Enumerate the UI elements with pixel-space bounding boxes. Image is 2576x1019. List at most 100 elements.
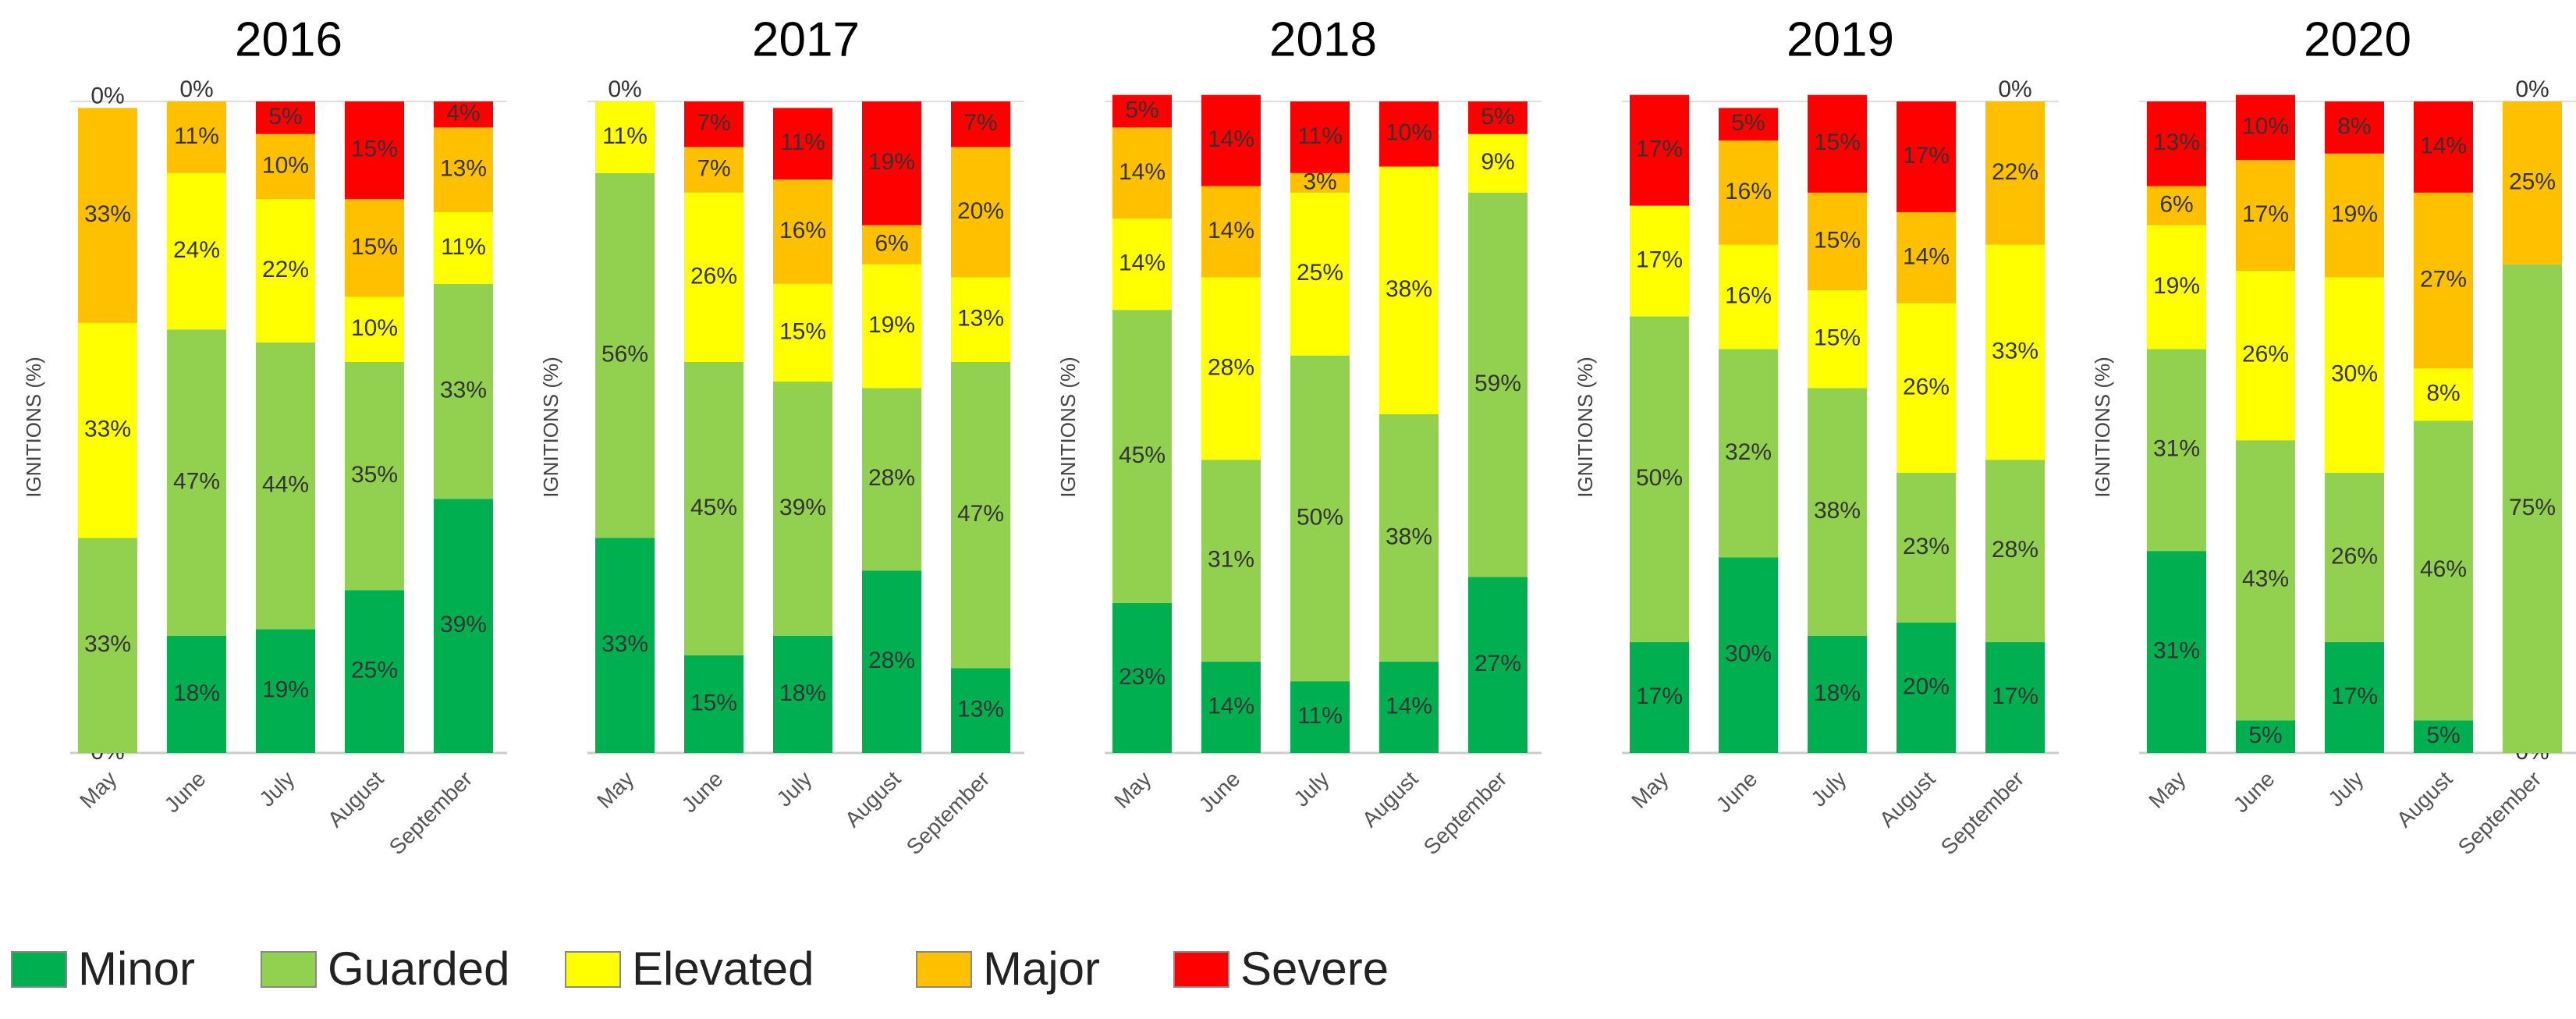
value-label: 33% (84, 417, 131, 442)
value-label: 26% (2331, 543, 2378, 569)
bar-segment (951, 362, 1010, 669)
value-label: 8% (2337, 113, 2371, 139)
value-label: 31% (2153, 436, 2200, 462)
value-label: 18% (173, 680, 220, 706)
bar-segment (2147, 551, 2206, 753)
x-tick-label: May (2144, 767, 2190, 813)
bar-segment (78, 538, 137, 753)
legend-swatch (11, 951, 67, 988)
value-label: 47% (957, 501, 1004, 527)
bar-segment (684, 192, 743, 362)
value-label: 19% (2153, 273, 2200, 299)
y-axis-label: IGNITIONS (%) (539, 357, 562, 498)
bar-segment (1290, 681, 1350, 753)
bar-segment (256, 629, 315, 753)
legend-swatch (261, 951, 317, 988)
bar-segment (167, 329, 226, 636)
value-label: 17% (2331, 683, 2378, 709)
bar-segment (951, 101, 1010, 147)
bar-segment (1468, 133, 1528, 193)
chart-panel: 2017 IGNITIONS (%) 33% 56% 11% 0% May 15% 45% 26%… (539, 12, 1024, 859)
value-label: 13% (2153, 130, 2200, 155)
bar-segment (1808, 635, 1867, 753)
bar-segment (1719, 349, 1778, 558)
value-label: 39% (779, 495, 826, 520)
bar-segment (345, 296, 404, 362)
bar-segment (1201, 277, 1261, 460)
bar-segment (1201, 186, 1261, 278)
bar-segment (1630, 94, 1689, 206)
bar-segment (1985, 244, 2045, 460)
bar-segment (1201, 94, 1261, 186)
bar-segment (2503, 101, 2562, 265)
x-tick-label: June (2229, 767, 2280, 818)
bar-segment (1808, 94, 1867, 193)
bar-segment (2236, 271, 2295, 441)
bar-segment (1808, 290, 1867, 389)
value-label: 35% (351, 462, 398, 488)
value-label: 4% (446, 101, 480, 126)
bar-segment (1985, 642, 2045, 753)
value-label: 17% (1636, 683, 1683, 709)
value-label: 5% (1731, 110, 1765, 136)
value-label: 14% (1208, 126, 1254, 152)
bar-segment (434, 127, 493, 212)
y-axis-label: IGNITIONS (%) (1056, 357, 1080, 498)
value-label: 5% (268, 104, 302, 130)
value-label: 10% (2242, 113, 2289, 139)
value-label: 15% (1814, 227, 1861, 253)
bar-segment (256, 199, 315, 343)
bar-segment (2325, 101, 2384, 154)
bar-segment (1379, 101, 1439, 167)
chart-title: 2020 (2304, 12, 2411, 66)
value-label: 0% (1998, 76, 2031, 102)
bar-segment (1112, 310, 1172, 603)
bar-segment (1201, 460, 1261, 662)
value-label: 5% (1481, 104, 1514, 130)
value-label: 14% (1208, 693, 1254, 719)
legend-label: Guarded (328, 943, 510, 995)
value-label: 26% (2242, 342, 2289, 367)
x-tick-label: September (2454, 767, 2546, 860)
y-axis-label: IGNITIONS (%) (2091, 357, 2114, 498)
bar-segment (1630, 642, 1689, 753)
bar-segment (1897, 472, 1956, 623)
value-label: 11% (1297, 703, 1343, 729)
bar-segment (434, 499, 493, 753)
bar-segment (167, 635, 226, 753)
chart-panel: 2016 IGNITIONS (%) 0% 33% 33% 33% 0% May 18% 47% 2… (22, 12, 507, 859)
bar-segment (951, 668, 1010, 753)
x-tick-label: May (75, 767, 121, 813)
bar-segment (2236, 440, 2295, 721)
value-label: 10% (262, 152, 309, 178)
value-label: 10% (351, 315, 398, 341)
value-label: 28% (1208, 354, 1254, 380)
value-label: 6% (875, 231, 908, 257)
value-label: 7% (697, 156, 730, 182)
value-label: 19% (868, 312, 915, 338)
bar-segment (1897, 101, 1956, 212)
value-label: 15% (351, 137, 398, 162)
bar-segment (1290, 355, 1350, 682)
value-label: 44% (262, 472, 309, 498)
value-label: 43% (2242, 566, 2289, 592)
value-label: 19% (868, 149, 915, 175)
bar-segment (2414, 101, 2473, 193)
bar-segment (1379, 166, 1439, 414)
value-label: 0% (608, 76, 641, 102)
value-label: 24% (173, 237, 220, 263)
bar-segment (167, 101, 226, 173)
value-label: 25% (351, 658, 398, 683)
bar-segment (1719, 140, 1778, 245)
value-label: 15% (1814, 130, 1861, 155)
value-label: 26% (1903, 374, 1950, 399)
value-label: 25% (1297, 260, 1343, 286)
value-label: 22% (262, 257, 309, 282)
value-label: 8% (2426, 381, 2460, 407)
value-label: 38% (1386, 524, 1432, 549)
bar-segment (951, 147, 1010, 278)
value-label: 33% (84, 201, 131, 227)
bar-segment (2414, 421, 2473, 721)
x-tick-label: September (385, 767, 477, 860)
